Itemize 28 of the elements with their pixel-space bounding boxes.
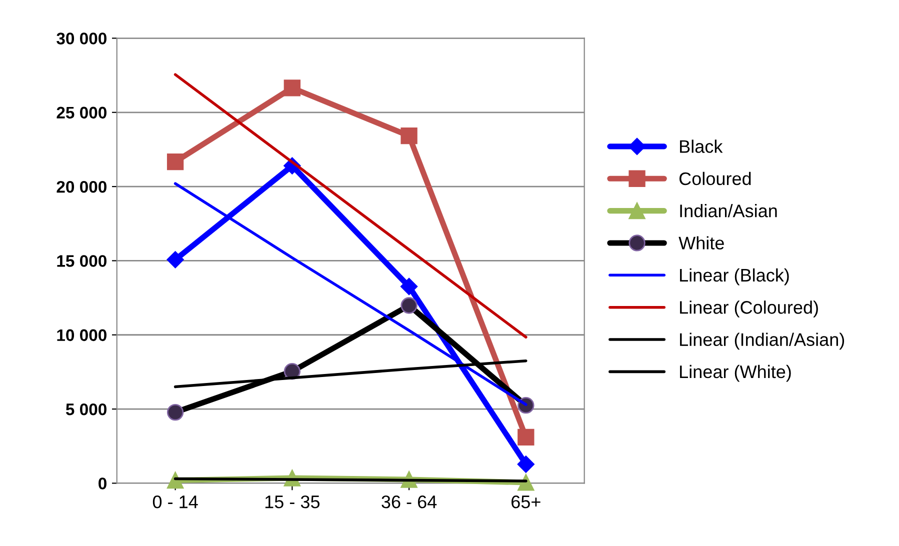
point bbox=[400, 278, 418, 296]
x-tick-label: 36 - 64 bbox=[382, 495, 437, 508]
point bbox=[400, 127, 418, 144]
legend-label: Linear (Indian/Asian) bbox=[680, 332, 844, 350]
y-tick-label: 30 000 bbox=[56, 32, 106, 44]
legend-label: Indian/Asian bbox=[680, 204, 777, 218]
point bbox=[284, 80, 301, 96]
point bbox=[166, 153, 184, 170]
y-tick-label: 0 bbox=[98, 478, 106, 490]
legend-label: Black bbox=[680, 140, 723, 153]
x-tick-label: 65+ bbox=[512, 495, 540, 508]
legend-label: Linear (Black) bbox=[680, 268, 789, 286]
y-tick-label: 15 000 bbox=[57, 255, 106, 267]
x-tick-label: 0 - 14 bbox=[152, 495, 198, 508]
y-tick-label: 25 000 bbox=[56, 106, 106, 119]
line-series bbox=[174, 73, 528, 338]
legend-label: Coloured bbox=[679, 172, 751, 186]
point bbox=[518, 428, 534, 446]
point bbox=[517, 456, 534, 473]
point bbox=[166, 472, 184, 489]
y-tick-label: 20 000 bbox=[56, 180, 106, 193]
point bbox=[166, 251, 184, 268]
x-tick-label: 15 - 35 bbox=[265, 495, 320, 508]
legend-label: Linear (White) bbox=[680, 364, 791, 382]
y-tick-label: 10 000 bbox=[57, 329, 106, 342]
legend-label: White bbox=[678, 236, 724, 250]
legend-label: Linear (Coloured) bbox=[680, 300, 818, 318]
y-tick-label: 5 000 bbox=[66, 403, 106, 416]
